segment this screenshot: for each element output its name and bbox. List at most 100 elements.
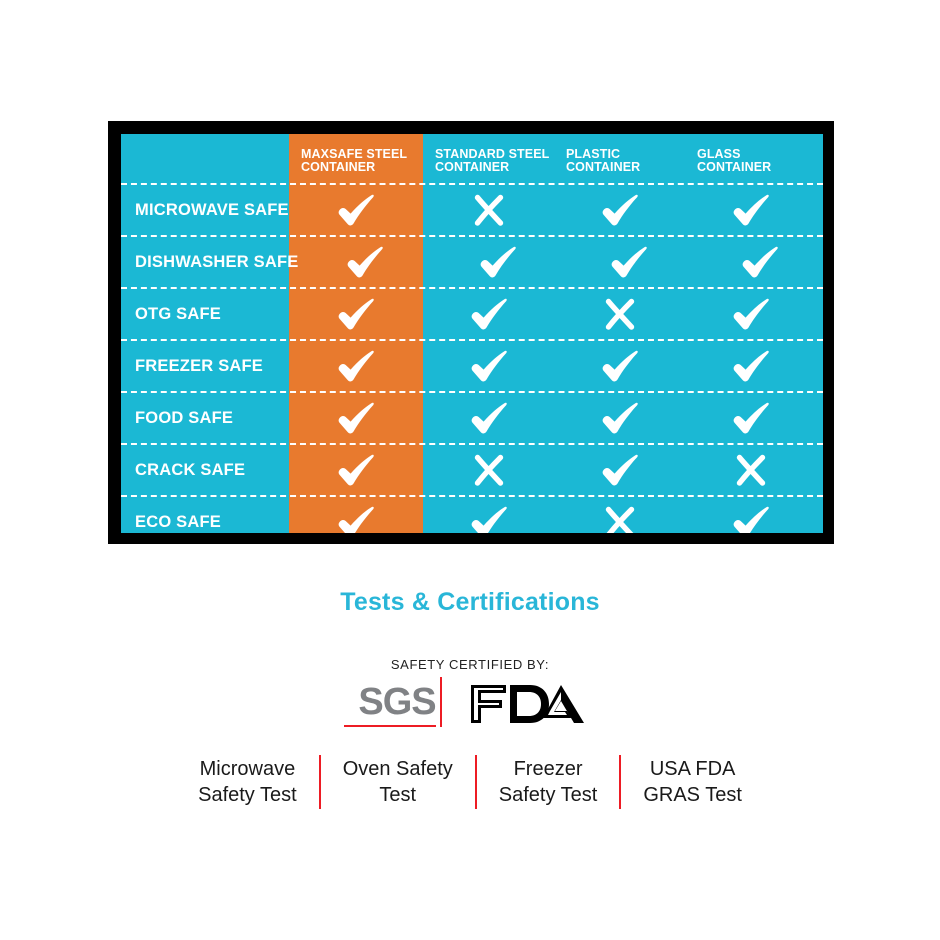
- mark-cell: [554, 289, 685, 339]
- mark-cell: [289, 185, 423, 235]
- check-icon: [733, 506, 769, 533]
- check-icon: [338, 454, 374, 486]
- feature-label: DISHWASHER SAFE: [135, 252, 299, 271]
- test-divider: [318, 755, 321, 809]
- table-row: MICROWAVE SAFE: [121, 183, 823, 235]
- test-item: USA FDA GRAS Test: [643, 758, 742, 806]
- check-icon: [338, 402, 374, 434]
- feature-label: CRACK SAFE: [135, 460, 246, 479]
- mark-cell: [685, 185, 816, 235]
- table-row: FOOD SAFE: [121, 391, 823, 443]
- check-icon: [733, 194, 769, 226]
- check-icon: [471, 506, 507, 533]
- mark-cell: [563, 237, 694, 287]
- sgs-logo-red-horizontal-line: [344, 725, 436, 727]
- cross-icon: [474, 454, 503, 486]
- mark-cell: [685, 289, 816, 339]
- feature-label: MICROWAVE SAFE: [135, 200, 289, 219]
- check-icon: [733, 298, 769, 330]
- feature-label: OTG SAFE: [135, 304, 221, 323]
- column-header-label: PLASTIC CONTAINER: [566, 147, 641, 174]
- header-cell-1: MAXSAFE STEEL CONTAINER: [289, 134, 423, 183]
- column-header-label: GLASS CONTAINER: [697, 147, 772, 174]
- comparison-table-frame: MAXSAFE STEEL CONTAINER STANDARD STEEL CO…: [108, 121, 834, 544]
- table-row: OTG SAFE: [121, 287, 823, 339]
- check-icon: [338, 506, 374, 533]
- test-divider: [619, 755, 622, 809]
- certifications-section: Tests & Certifications SAFETY CERTIFIED …: [0, 588, 940, 727]
- mark-cell: [423, 289, 554, 339]
- feature-cell: FOOD SAFE: [121, 393, 289, 443]
- mark-cell: [685, 497, 816, 533]
- feature-cell: CRACK SAFE: [121, 445, 289, 495]
- mark-cell: [685, 393, 816, 443]
- check-icon: [471, 350, 507, 382]
- check-icon: [338, 194, 374, 226]
- comparison-table: MAXSAFE STEEL CONTAINER STANDARD STEEL CO…: [121, 134, 823, 533]
- mark-cell: [423, 393, 554, 443]
- mark-cell: [289, 445, 423, 495]
- header-cell-2: STANDARD STEEL CONTAINER: [423, 134, 554, 183]
- mark-cell: [289, 497, 423, 533]
- mark-cell: [685, 341, 816, 391]
- mark-cell: [694, 237, 823, 287]
- mark-cell: [289, 341, 423, 391]
- sgs-logo-red-vertical-line: [439, 677, 442, 727]
- mark-cell: [554, 341, 685, 391]
- mark-cell: [423, 341, 554, 391]
- certifications-title: Tests & Certifications: [340, 588, 600, 616]
- feature-cell: FREEZER SAFE: [121, 341, 289, 391]
- feature-label: FOOD SAFE: [135, 408, 234, 427]
- check-icon: [602, 194, 638, 226]
- feature-cell: ECO SAFE: [121, 497, 289, 533]
- safety-certified-label: SAFETY CERTIFIED BY:: [390, 657, 550, 672]
- feature-cell: MICROWAVE SAFE: [121, 185, 289, 235]
- maxsafe-highlight-column: [289, 134, 423, 533]
- sgs-logo: SGS: [344, 677, 442, 727]
- column-header-label: STANDARD STEEL CONTAINER: [435, 147, 550, 174]
- check-icon: [471, 298, 507, 330]
- header-cell-4: GLASS CONTAINER: [685, 134, 816, 183]
- check-icon: [733, 402, 769, 434]
- cross-icon: [474, 194, 503, 226]
- certification-logos: SGS: [0, 677, 940, 727]
- table-row: ECO SAFE: [121, 495, 823, 533]
- mark-cell: [423, 445, 554, 495]
- table-row: FREEZER SAFE: [121, 339, 823, 391]
- mark-cell: [289, 393, 423, 443]
- header-cell-feature: [121, 134, 289, 183]
- mark-cell: [554, 497, 685, 533]
- table-row: DISHWASHER SAFE: [121, 235, 823, 287]
- mark-cell: [432, 237, 563, 287]
- cross-icon: [736, 454, 765, 486]
- test-item: Oven Safety Test: [342, 758, 453, 806]
- mark-cell: [423, 185, 554, 235]
- table-grid: MAXSAFE STEEL CONTAINER STANDARD STEEL CO…: [121, 134, 823, 533]
- test-item: Freezer Safety Test: [498, 758, 598, 806]
- check-icon: [480, 246, 516, 278]
- table-header-row: MAXSAFE STEEL CONTAINER STANDARD STEEL CO…: [121, 134, 823, 183]
- sgs-logo-text: SGS: [358, 681, 436, 723]
- mark-cell: [289, 289, 423, 339]
- mark-cell: [554, 393, 685, 443]
- check-icon: [338, 298, 374, 330]
- mark-cell: [298, 237, 432, 287]
- check-icon: [733, 350, 769, 382]
- mark-cell: [554, 185, 685, 235]
- test-divider: [474, 755, 477, 809]
- table-row: CRACK SAFE: [121, 443, 823, 495]
- mark-cell: [423, 497, 554, 533]
- test-item: Microwave Safety Test: [198, 758, 297, 806]
- feature-label: FREEZER SAFE: [135, 356, 263, 375]
- tests-strip: Microwave Safety Test Oven Safety Test Fre…: [0, 755, 940, 809]
- check-icon: [611, 246, 647, 278]
- cross-icon: [605, 298, 634, 330]
- fda-logo: [468, 681, 586, 727]
- mark-cell: [685, 445, 816, 495]
- column-header-label: MAXSAFE STEEL CONTAINER: [301, 147, 408, 174]
- check-icon: [742, 246, 778, 278]
- feature-cell: DISHWASHER SAFE: [121, 237, 298, 287]
- check-icon: [602, 402, 638, 434]
- feature-label: ECO SAFE: [135, 512, 221, 531]
- cross-icon: [605, 506, 634, 533]
